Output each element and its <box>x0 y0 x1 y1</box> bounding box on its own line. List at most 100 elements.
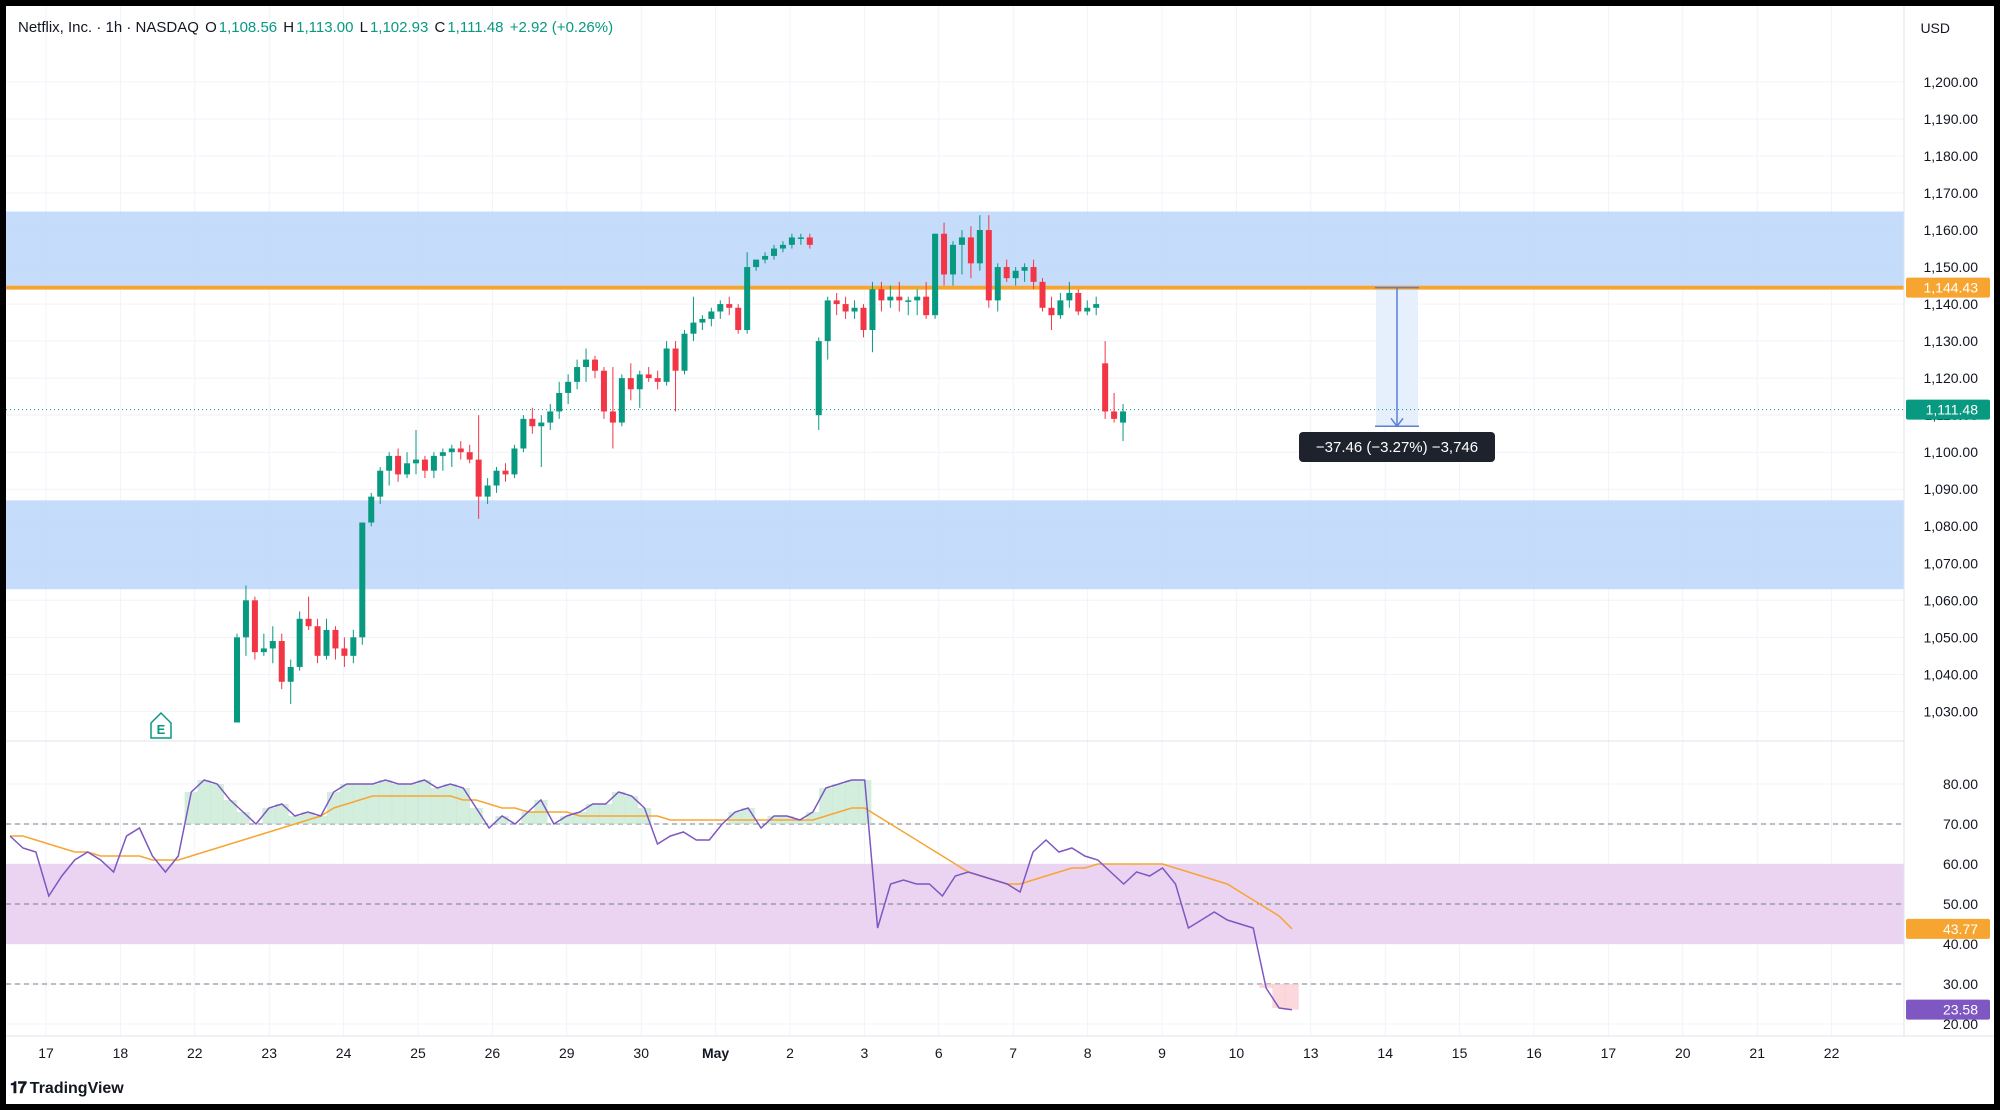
candle-body <box>430 455 437 471</box>
candle-body <box>314 626 321 656</box>
open-value: 1,108.56 <box>218 19 278 36</box>
candle-body <box>359 522 366 638</box>
candle-body <box>681 333 688 371</box>
measure-label-box <box>1299 432 1495 462</box>
candle-body <box>1102 363 1109 412</box>
rsi-tick-label: 70.00 <box>1943 816 1978 832</box>
time-tick-label: 8 <box>1084 1045 1092 1061</box>
price-tick-label: 1,190.00 <box>1924 111 1979 127</box>
time-tick-label: 14 <box>1377 1045 1393 1061</box>
candle-body <box>484 485 491 497</box>
low-value: 1,102.93 <box>369 19 429 36</box>
high-label: H <box>283 19 295 36</box>
candle-body <box>976 230 983 264</box>
candle-body <box>350 637 357 656</box>
candle-body <box>923 296 930 316</box>
candle-body <box>699 318 706 323</box>
candle-body <box>869 289 876 330</box>
price-tick-label: 1,060.00 <box>1924 592 1979 608</box>
earnings-marker-label: E <box>157 722 166 737</box>
time-tick-label: 10 <box>1229 1045 1245 1061</box>
support-resistance-zone <box>6 500 1904 590</box>
price-tick-label: 1,180.00 <box>1924 148 1979 164</box>
candle-body <box>520 418 527 449</box>
candle-body <box>332 629 339 649</box>
time-tick-label: 18 <box>113 1045 129 1061</box>
candle-body <box>269 641 276 649</box>
candle-body <box>860 307 867 330</box>
time-tick-label: 25 <box>410 1045 426 1061</box>
price-tick-label: 1,070.00 <box>1924 555 1979 571</box>
rsi-tick-label: 50.00 <box>1943 896 1978 912</box>
candle-body <box>565 381 572 393</box>
candle-body <box>341 648 348 656</box>
candle-body <box>1111 411 1118 419</box>
chart-canvas[interactable]: −37.46 (−3.27%) −3,746 E 1,200.00 1,190.00 1… <box>6 6 1994 1104</box>
candle-body <box>368 496 375 523</box>
candle-body <box>950 244 956 275</box>
candle-body <box>717 304 724 312</box>
candle-body <box>690 322 697 334</box>
measure-label: −37.46 (−3.27%) −3,746 <box>1316 439 1478 456</box>
candle-body <box>511 448 518 475</box>
candle-body <box>627 378 634 390</box>
candle-body <box>296 618 303 667</box>
candle-body <box>260 648 267 653</box>
candle-body <box>395 455 402 475</box>
candle-body <box>958 237 965 245</box>
candle-body <box>672 348 679 371</box>
symbol-legend[interactable]: Netflix, Inc. · 1h · NASDAQ O 1,108.56 H 1… <box>18 19 615 36</box>
candle-body <box>735 307 742 330</box>
candle-body <box>896 296 903 301</box>
candle-body <box>744 267 751 330</box>
close-label: C <box>434 19 446 36</box>
open-label: O <box>205 19 217 36</box>
candle-body <box>1039 281 1046 308</box>
price-tick-label: 1,080.00 <box>1924 518 1979 534</box>
rsi-tick-label: 30.00 <box>1943 976 1978 992</box>
time-tick-label: 23 <box>261 1045 277 1061</box>
candle-body <box>985 230 992 301</box>
time-tick-label: 30 <box>633 1045 649 1061</box>
candle-body <box>824 300 831 342</box>
candle-body <box>502 470 509 475</box>
last-price-badge-label: 1,111.48 <box>1926 402 1979 418</box>
candle-body <box>377 470 384 497</box>
time-tick-label: 21 <box>1749 1045 1765 1061</box>
low-label: L <box>359 19 368 36</box>
rsi-value-badge-label: 23.58 <box>1943 1002 1978 1018</box>
candle-body <box>278 641 285 682</box>
time-tick-label: 9 <box>1158 1045 1166 1061</box>
symbol-name: Netflix, Inc. · 1h · NASDAQ <box>18 19 199 36</box>
candle-body <box>1012 270 1019 279</box>
candle-body <box>905 300 912 302</box>
price-tick-label: 1,100.00 <box>1924 444 1979 460</box>
rsi-tick-label: 20.00 <box>1943 1016 1978 1032</box>
time-tick-label: 26 <box>485 1045 501 1061</box>
candle-body <box>645 374 652 379</box>
candle-body <box>842 304 849 312</box>
candle-body <box>1003 267 1010 279</box>
price-tick-label: 1,160.00 <box>1924 222 1979 238</box>
earnings-icon <box>150 711 172 739</box>
price-tick-label: 1,150.00 <box>1924 259 1979 275</box>
candle-body <box>941 233 948 275</box>
rsi-value-badge <box>1906 999 1990 1020</box>
time-tick-label: 7 <box>1009 1045 1017 1061</box>
candle-body <box>771 248 777 256</box>
candle-body <box>583 359 590 368</box>
tradingview-brand[interactable]: 𝟏𝟕 TradingView <box>10 1080 124 1098</box>
candle-body <box>1030 267 1037 282</box>
time-tick-label: 17 <box>38 1045 54 1061</box>
candle-body <box>439 452 446 456</box>
time-tick-label: 20 <box>1675 1045 1691 1061</box>
candle-body <box>618 378 625 423</box>
currency-label[interactable]: USD <box>1920 20 1950 36</box>
candle-body <box>663 348 670 382</box>
candle-body <box>1084 307 1091 312</box>
candle-body <box>323 629 330 656</box>
rsi-ma-line <box>10 795 1293 930</box>
candle-body <box>1075 292 1082 312</box>
price-tick-label: 1,120.00 <box>1924 370 1979 386</box>
chart-frame: −37.46 (−3.27%) −3,746 E 1,200.00 1,190.00 1… <box>6 6 1994 1104</box>
